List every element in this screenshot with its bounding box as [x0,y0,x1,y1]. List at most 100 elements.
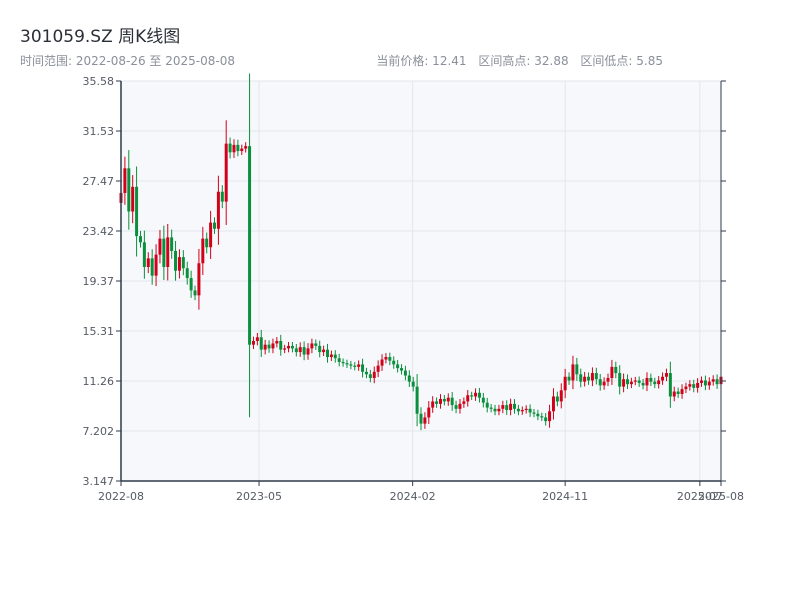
candle [388,352,392,366]
y-tick-label: 11.26 [83,375,115,388]
candle-body [516,408,520,412]
candle-body [672,391,676,397]
candle-body [341,361,345,364]
candle-body [579,374,583,382]
candle-body [251,340,255,345]
candle [446,393,450,406]
candle [711,375,715,386]
candle [649,373,653,387]
y-tick-label: 23.42 [83,225,115,238]
candle-body [318,345,322,353]
candle [606,373,610,387]
candle [548,404,552,428]
candle-body [637,380,641,383]
candle-body [703,380,707,386]
candle [372,366,376,384]
candle-body [423,417,427,424]
candle [431,396,435,413]
candle [442,395,446,406]
candle-body [450,397,454,406]
candle-body [446,397,450,402]
candle [131,175,135,224]
candle [438,394,442,409]
candle-body [138,236,142,243]
candle [341,358,345,367]
candle [349,360,353,370]
candle-body [676,391,680,395]
candle [610,359,614,385]
candle [283,344,287,354]
candle-body [594,373,598,380]
candle [489,404,493,413]
candle [419,407,423,431]
candle [614,361,618,379]
candle [509,398,513,416]
candle-body [376,365,380,372]
candle [688,380,692,391]
x-tick-label: 2024-11 [542,490,588,503]
candle [287,341,291,353]
candle-body [392,360,396,365]
candle-body [396,364,400,369]
candle-body [583,376,587,382]
candle-body [587,376,591,381]
candle-body [610,366,614,378]
candle-body [333,354,337,359]
candle [707,377,711,390]
candle-body [454,405,458,409]
candle [345,359,349,368]
candle [232,139,236,158]
candle-body [431,401,435,408]
candle-body [442,398,446,402]
candle-body [400,368,404,371]
candle-body [205,238,209,248]
candle [185,261,189,285]
candle-body [411,381,415,387]
candle-body [201,238,205,264]
candle-body [267,344,271,349]
candle-body [174,250,178,271]
candle [415,374,419,427]
candle-body [435,401,439,404]
candle [571,355,575,390]
x-tick-label: 2024-02 [390,490,436,503]
candle [501,400,505,414]
candle [142,230,146,279]
candle [641,378,645,390]
candle [135,166,139,257]
candle-body [536,413,540,417]
candle [579,368,583,388]
candle-body [622,379,626,387]
candle [528,404,532,417]
candle [645,372,649,392]
candle-body [240,148,244,152]
candle [470,391,474,400]
candle [279,334,283,356]
candle-body [146,258,150,267]
candle-body [700,380,704,383]
candle [384,353,388,364]
candle-body [259,337,263,350]
candle [220,185,224,209]
candle-body [548,411,552,422]
candle [664,368,668,382]
candle-body [633,380,637,382]
candle [637,376,641,387]
candle-body [228,143,232,153]
candle [306,343,310,360]
range-high: 区间高点: 32.88 [478,54,569,68]
candle-body [707,381,711,386]
candle [376,360,380,378]
candle [158,229,162,264]
candle [197,248,201,310]
candle [400,364,404,375]
candle [587,372,591,385]
candle-body [551,396,555,412]
y-tick-label: 3.147 [83,475,115,488]
candle-body [271,343,275,349]
x-tick-label: 2023-05 [236,490,282,503]
candle [520,406,524,415]
candle [653,377,657,389]
candle-body [614,366,618,374]
